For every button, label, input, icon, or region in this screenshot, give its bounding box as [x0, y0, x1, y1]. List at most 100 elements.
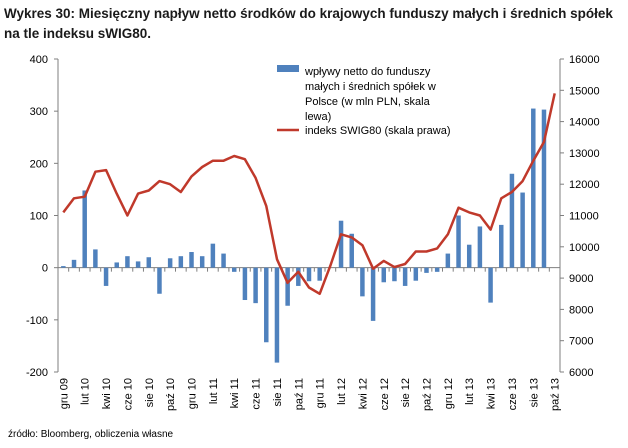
- x-tick-label: sie 13: [528, 378, 540, 407]
- right-tick-label: 11000: [569, 211, 599, 223]
- bar: [541, 109, 547, 268]
- left-tick-label: -200: [26, 367, 48, 379]
- source-note: źródło: Bloomberg, obliczenia własne: [8, 429, 174, 440]
- left-tick-label: 0: [42, 263, 48, 275]
- bar: [434, 267, 440, 272]
- bar-series: [61, 108, 547, 363]
- right-tick-label: 8000: [569, 304, 593, 316]
- bar: [370, 267, 376, 321]
- bar: [466, 244, 472, 268]
- bar: [93, 249, 98, 268]
- bar: [306, 267, 312, 282]
- bar: [253, 267, 258, 304]
- bar: [381, 267, 387, 283]
- bar: [413, 267, 419, 281]
- x-tick-label: kwi 13: [486, 378, 498, 409]
- bar: [146, 257, 152, 268]
- right-tick-label: 12000: [569, 179, 600, 191]
- bar: [392, 267, 397, 282]
- legend-bar-label: lewa): [305, 111, 331, 123]
- right-tick-label: 16000: [569, 54, 600, 66]
- swig80-line: [62, 93, 556, 296]
- left-tick-label: 300: [30, 106, 48, 118]
- x-tick-label: gru 11: [315, 378, 327, 408]
- bar: [477, 226, 483, 268]
- tick-labels: -200 -100 0 100 200 300 400 6000 7000 8000 9000 100…: [26, 54, 600, 411]
- bar: [264, 267, 269, 343]
- bar: [157, 267, 162, 294]
- bar: [242, 267, 248, 301]
- bar: [499, 224, 504, 268]
- left-tick-label: 100: [30, 211, 48, 223]
- x-tick-label: lut 10: [80, 378, 92, 405]
- right-tick-label: 6000: [569, 367, 593, 379]
- bar: [456, 215, 461, 268]
- bar: [71, 259, 77, 268]
- x-tick-label: sie 12: [400, 378, 412, 407]
- bar: [509, 173, 515, 268]
- chart-title: Wykres 30: Miesięczny napływ netto środk…: [4, 6, 613, 41]
- x-tick-label: cze 10: [122, 378, 134, 410]
- x-tick-label: sie 11: [272, 378, 284, 407]
- x-tick-label: kwi 11: [229, 378, 241, 408]
- bar: [317, 267, 322, 281]
- left-tick-label: 200: [30, 158, 48, 170]
- bar: [114, 262, 119, 268]
- right-tick-label: 7000: [569, 336, 593, 348]
- bar: [178, 256, 184, 268]
- x-tick-label: gru 09: [58, 378, 70, 409]
- right-tick-label: 14000: [569, 117, 600, 129]
- x-tick-label: paź 12: [421, 378, 433, 411]
- x-tick-label: cze 11: [251, 378, 263, 410]
- bar: [167, 258, 173, 268]
- x-tick-label: kwi 10: [101, 378, 113, 409]
- left-tick-label: 400: [30, 54, 48, 66]
- x-tick-label: gru 10: [187, 378, 199, 409]
- bar: [338, 220, 344, 268]
- x-tick-label: paź 10: [165, 378, 177, 411]
- legend: wpływy netto do funduszy małych i średnic…: [277, 65, 451, 137]
- right-tick-label: 15000: [569, 85, 600, 97]
- bar: [125, 256, 130, 268]
- bar: [189, 252, 194, 268]
- bar: [445, 253, 451, 268]
- left-tick-label: -100: [26, 315, 48, 327]
- bar: [210, 243, 216, 268]
- x-tick-label: gru 12: [443, 378, 455, 409]
- bar: [520, 192, 525, 268]
- legend-bar-label: Polsce (w mln PLN, skala: [305, 96, 431, 108]
- bar: [531, 108, 536, 268]
- line-series: [62, 93, 556, 296]
- x-tick-label: cze 12: [379, 378, 391, 410]
- x-tick-label: kwi 12: [357, 378, 369, 409]
- legend-bar-label: małych i średnich spółek w: [305, 81, 436, 93]
- x-tick-label: cze 13: [507, 378, 519, 410]
- bar: [103, 267, 109, 286]
- x-tick-label: lut 12: [336, 378, 348, 405]
- x-tick-label: sie 10: [144, 378, 156, 407]
- x-tick-label: lut 11: [208, 378, 220, 404]
- bar: [285, 267, 290, 306]
- legend-bar-swatch: [277, 65, 299, 72]
- x-tick-label: lut 13: [464, 378, 476, 405]
- bar: [402, 267, 408, 286]
- x-tick-label: paź 13: [550, 378, 562, 411]
- bar: [231, 267, 237, 272]
- bar: [82, 190, 87, 268]
- bar: [349, 233, 354, 268]
- x-tick-label: paź 11: [293, 378, 305, 410]
- right-tick-label: 13000: [569, 148, 600, 160]
- right-tick-label: 9000: [569, 273, 593, 285]
- bar: [135, 261, 141, 268]
- bar: [61, 266, 66, 268]
- bar: [199, 256, 205, 268]
- legend-bar-label: wpływy netto do funduszy: [304, 66, 431, 78]
- bar: [488, 267, 493, 303]
- legend-line-label: indeks SWIG80 (skala prawa): [305, 125, 451, 137]
- bar: [360, 267, 365, 297]
- right-tick-label: 10000: [569, 242, 600, 254]
- bar: [296, 267, 301, 286]
- bar: [424, 267, 429, 273]
- bar: [274, 267, 280, 363]
